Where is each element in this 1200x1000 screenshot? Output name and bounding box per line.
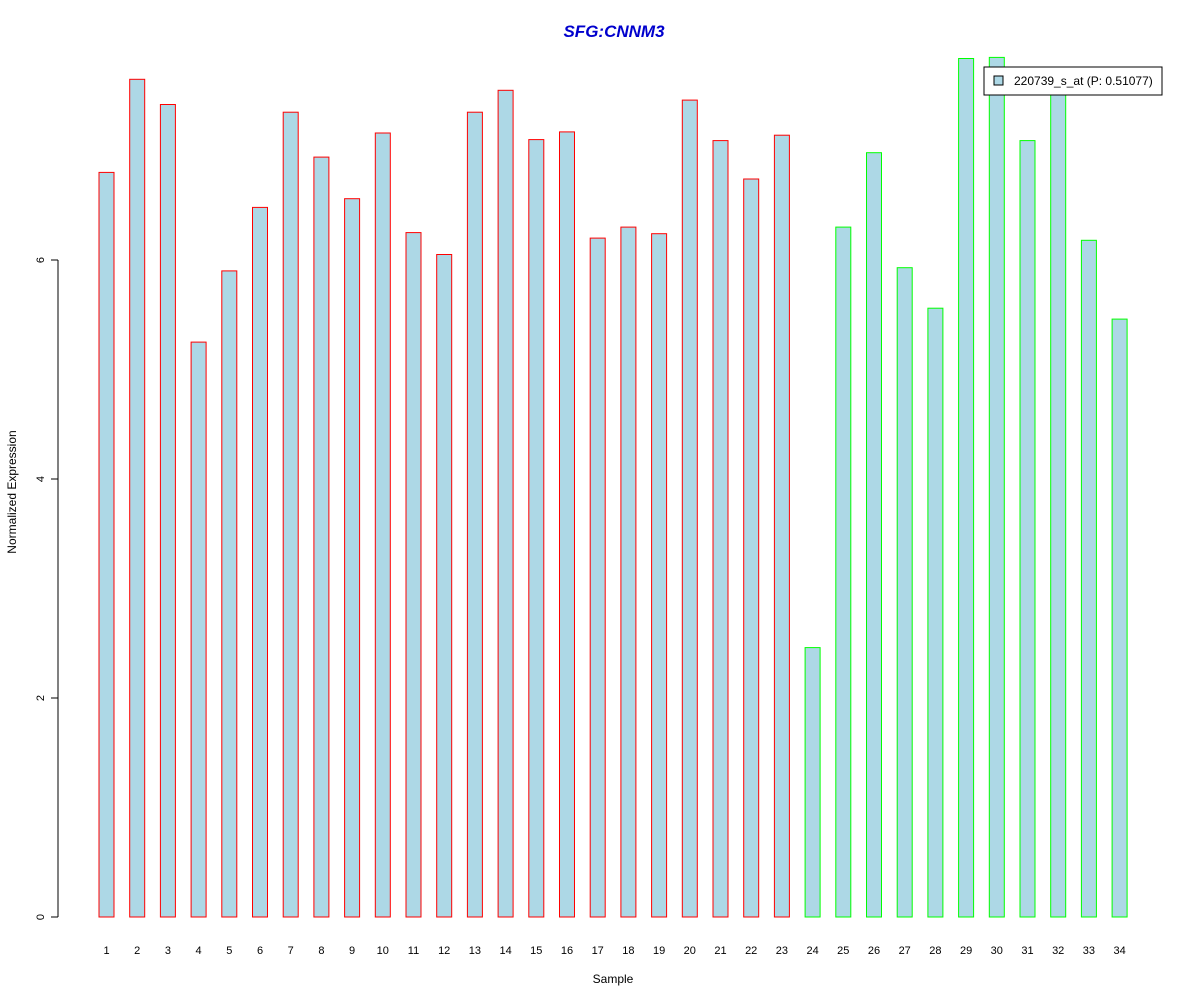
bar-sample-21 <box>712 140 729 918</box>
x-tick-label: 6 <box>257 945 263 957</box>
legend-label: 220739_s_at (P: 0.51077) <box>1014 74 1153 88</box>
bar-sample-6 <box>252 206 268 918</box>
bar-sample-14 <box>497 89 514 918</box>
x-tick-label: 32 <box>1052 945 1064 957</box>
x-axis-label: Sample <box>593 972 634 986</box>
x-tick-label: 19 <box>653 945 665 957</box>
x-axis-tick-labels: 1 2 3 4 5 6 7 8 9 10 11 12 13 14 15 16 17 18 19 20 21 22 23 24 2… <box>103 945 1125 957</box>
x-tick-label: 26 <box>868 945 880 957</box>
x-tick-label: 17 <box>592 945 604 957</box>
x-tick-label: 15 <box>530 945 542 957</box>
x-tick-label: 20 <box>684 945 696 957</box>
bar-sample-30 <box>988 56 1005 918</box>
x-tick-label: 25 <box>837 945 849 957</box>
x-tick-label: 8 <box>318 945 324 957</box>
bar-sample-25 <box>835 226 852 918</box>
x-tick-label: 4 <box>196 945 202 957</box>
bar-sample-15 <box>528 139 545 918</box>
bar-sample-26 <box>866 152 882 918</box>
bar-sample-2 <box>129 78 146 918</box>
bar-sample-12 <box>436 254 453 918</box>
bar-sample-20 <box>681 99 698 918</box>
legend-box <box>983 66 1163 96</box>
x-tick-label: 14 <box>499 945 511 957</box>
bar-sample-4 <box>190 341 207 918</box>
bar-sample-18 <box>620 226 637 918</box>
bar-sample-22 <box>743 178 760 918</box>
bar-sample-32 <box>1050 84 1067 918</box>
bar-sample-7 <box>282 111 299 918</box>
x-tick-label: 21 <box>714 945 726 957</box>
x-tick-label: 11 <box>408 945 419 957</box>
bar-sample-17 <box>589 237 606 918</box>
chart-title: SFG:CNNM3 <box>563 22 665 41</box>
bar-sample-8 <box>313 156 330 918</box>
bar-sample-24 <box>804 647 821 918</box>
x-tick-label: 2 <box>134 945 140 957</box>
x-tick-label: 18 <box>622 945 634 957</box>
x-tick-label: 22 <box>745 945 757 957</box>
bars-layer <box>98 56 1128 918</box>
bar-sample-11 <box>405 232 422 918</box>
legend-swatch <box>993 75 1004 86</box>
bar-sample-23 <box>773 134 790 918</box>
x-tick-label: 10 <box>377 945 389 957</box>
y-tick-label: 4 <box>35 476 47 482</box>
x-tick-label: 29 <box>960 945 972 957</box>
x-tick-label: 12 <box>438 945 450 957</box>
x-tick-label: 23 <box>776 945 788 957</box>
x-tick-label: 5 <box>226 945 232 957</box>
x-tick-label: 33 <box>1083 945 1095 957</box>
x-tick-label: 13 <box>469 945 481 957</box>
bar-sample-10 <box>374 132 391 918</box>
x-tick-label: 3 <box>165 945 171 957</box>
bar-sample-16 <box>559 131 575 918</box>
y-tick-label: 6 <box>35 257 47 263</box>
bar-sample-33 <box>1080 239 1097 918</box>
x-tick-label: 24 <box>806 945 818 957</box>
bar-sample-5 <box>221 270 238 918</box>
x-tick-label: 16 <box>561 945 573 957</box>
x-tick-label: 31 <box>1021 945 1033 957</box>
bar-sample-31 <box>1019 140 1036 918</box>
y-tick-label: 2 <box>35 695 47 701</box>
x-tick-label: 7 <box>288 945 294 957</box>
y-axis-label: Normalized Expression <box>5 430 19 553</box>
y-axis: 0 2 4 6 <box>35 257 59 920</box>
x-tick-label: 9 <box>349 945 355 957</box>
bar-sample-3 <box>159 104 176 918</box>
bar-sample-28 <box>927 307 944 918</box>
bar-sample-1 <box>98 171 115 918</box>
x-tick-label: 28 <box>929 945 941 957</box>
y-tick-label: 0 <box>35 914 47 920</box>
bar-sample-13 <box>466 111 483 918</box>
x-tick-label: 30 <box>991 945 1003 957</box>
x-tick-label: 27 <box>899 945 911 957</box>
bar-sample-29 <box>958 58 975 918</box>
x-tick-label: 1 <box>103 945 109 957</box>
bar-sample-19 <box>651 233 668 918</box>
legend: 220739_s_at (P: 0.51077) <box>983 66 1163 96</box>
x-tick-label: 34 <box>1113 945 1125 957</box>
bar-sample-9 <box>344 198 361 918</box>
bar-sample-27 <box>896 267 913 918</box>
bar-sample-34 <box>1111 318 1128 918</box>
